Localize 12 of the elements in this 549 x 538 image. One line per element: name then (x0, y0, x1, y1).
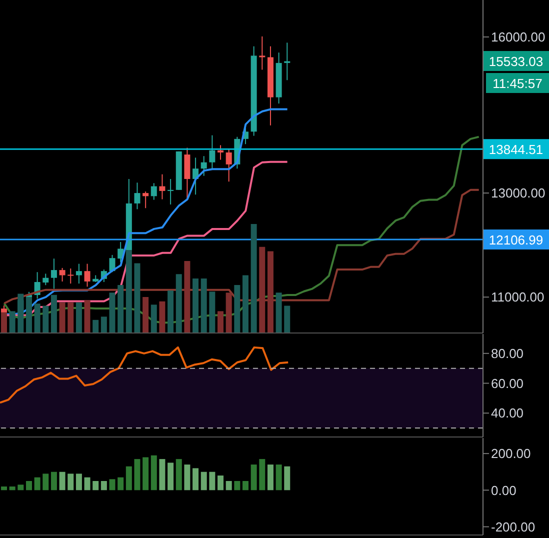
y-tick-label: -200.00 (491, 519, 536, 534)
ref-line-label: 12106.99 (488, 232, 544, 248)
y-tick-label: 0.00 (491, 482, 516, 498)
y-tick-label: 11000.00 (491, 290, 544, 305)
y-tick-label: 13000.00 (491, 186, 546, 201)
y-tick-label: 16000.00 (491, 30, 546, 45)
y-tick-label: 40.00 (491, 406, 524, 421)
y-tick-label: 80.00 (491, 346, 524, 362)
y-tick-label: 200.00 (491, 446, 531, 462)
ref-line-label: 13844.51 (488, 142, 544, 158)
price-tags: 15533.03 11:45:57 (483, 51, 549, 93)
y-tick-label: 60.00 (491, 376, 524, 391)
